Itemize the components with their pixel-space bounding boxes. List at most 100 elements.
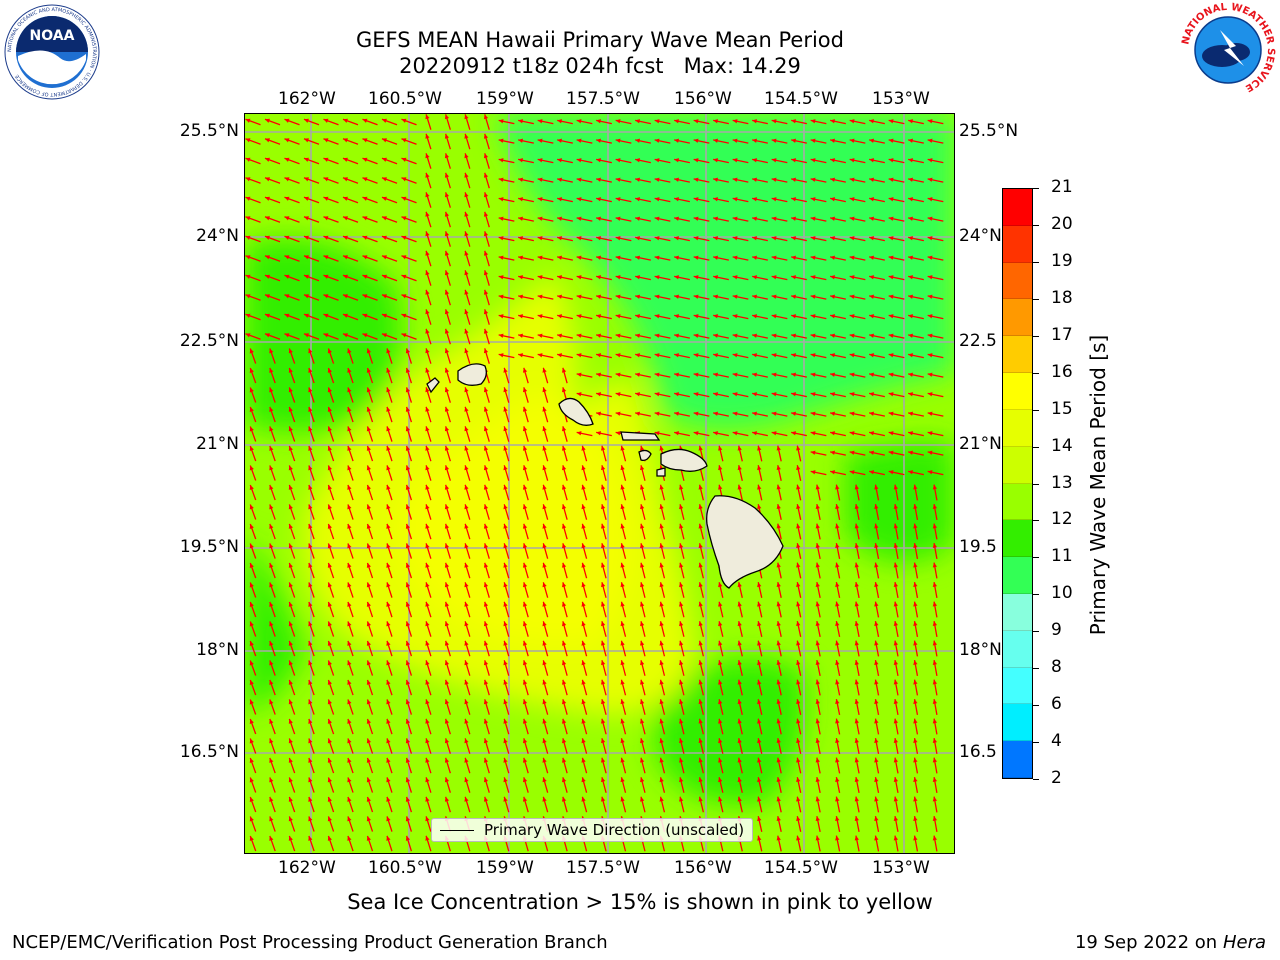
wave-arrow-head (542, 660, 547, 666)
wave-arrow-head (757, 835, 762, 841)
wave-arrow-head (791, 294, 797, 299)
colorbar-cell (1003, 483, 1032, 521)
wave-arrow-head (405, 504, 411, 510)
wave-arrow-head (791, 138, 797, 143)
wave-arrow-head (732, 197, 738, 202)
wave-arrow-head (342, 118, 348, 123)
wave-arrow-head (425, 640, 430, 646)
wave-arrow-head (362, 216, 368, 221)
wave-arrow-head (757, 660, 762, 666)
wave-arrow-head (483, 582, 489, 588)
wave-arrow-head (596, 177, 602, 182)
wave-arrow-head (674, 275, 680, 280)
wave-arrow-head (830, 216, 836, 221)
wave-arrow-head (425, 582, 430, 588)
wave-arrow-head (464, 757, 469, 763)
wave-arrow-head (752, 197, 758, 202)
wave-arrow-head (444, 211, 450, 217)
lat-label-left: 25.5°N (179, 121, 239, 141)
wave-arrow-head (464, 172, 469, 178)
wave-arrow-head (386, 367, 391, 373)
wave-arrow-head (908, 392, 914, 397)
wave-arrow-head (893, 835, 898, 841)
wave-arrow-head (366, 367, 371, 373)
wave-arrow-head (444, 348, 450, 354)
wave-arrow-head (249, 504, 254, 510)
wave-arrow-head (245, 235, 251, 240)
wave-arrow-head (483, 309, 489, 315)
wave-arrow-head (425, 660, 430, 666)
wave-arrow-head (576, 177, 582, 182)
wave-arrow-head (908, 255, 914, 260)
wave-arrow-head (581, 562, 586, 568)
wave-arrow-head (888, 431, 894, 436)
wave-arrow-head (576, 314, 582, 319)
wave-arrow-head (503, 562, 508, 568)
wave-arrow-head (386, 562, 391, 568)
wave-arrow-head (752, 353, 758, 358)
lon-label-top: 154.5°W (764, 89, 838, 109)
wave-arrow-head (425, 133, 430, 139)
wave-arrow-head (464, 114, 469, 120)
wave-arrow-head (464, 543, 469, 549)
wave-arrow-head (561, 387, 567, 393)
colorbar-tick-mark (1033, 261, 1039, 263)
colorbar-tick-mark (1033, 446, 1039, 448)
wave-arrow-head (693, 216, 699, 221)
wave-arrow-head (249, 562, 254, 568)
wave-arrow-head (503, 367, 508, 373)
wave-arrow-head (483, 523, 489, 529)
wave-arrow-head (679, 523, 684, 529)
wave-arrow-head (444, 543, 450, 549)
wave-arrow-head (464, 738, 469, 744)
wave-arrow-head (640, 484, 645, 490)
wave-arrow-head (381, 196, 387, 201)
wave-arrow-head (405, 562, 411, 568)
wave-arrow-head (464, 465, 469, 471)
wave-arrow-head (830, 236, 836, 241)
wave-arrow-head (425, 543, 430, 549)
wave-arrow-head (620, 601, 625, 607)
colorbar-cell (1003, 299, 1032, 337)
wave-arrow-head (264, 118, 270, 123)
wave-arrow-head (483, 543, 489, 549)
wave-arrow-head (718, 465, 723, 471)
wave-arrow-head (927, 431, 933, 436)
wave-arrow-head (615, 138, 621, 143)
wave-arrow-head (796, 835, 801, 841)
wave-arrow-head (576, 294, 582, 299)
wave-arrow-head (327, 484, 332, 490)
wave-arrow-head (327, 796, 332, 802)
wave-arrow-head (464, 484, 469, 490)
wave-arrow-head (362, 235, 368, 240)
island-kahoolawe (656, 467, 666, 477)
island-hawaii (706, 495, 784, 589)
wave-arrow-head (698, 562, 703, 568)
wave-arrow-head (542, 796, 547, 802)
wave-arrow-head (679, 504, 684, 510)
wave-arrow-head (913, 621, 918, 626)
wave-arrow-head (679, 484, 684, 490)
wave-arrow-head (796, 504, 801, 510)
wave-arrow-head (557, 197, 563, 202)
wave-arrow-head (796, 562, 801, 568)
wave-arrow-head (693, 392, 699, 397)
wave-arrow-head (522, 543, 528, 549)
wave-arrow-head (498, 236, 504, 241)
wave-arrow-head (308, 348, 313, 354)
wave-arrow-head (854, 777, 859, 782)
wave-arrow-head (483, 387, 489, 393)
wave-arrow-head (483, 153, 489, 159)
wave-arrow-head (327, 465, 332, 471)
wave-arrow-head (425, 289, 430, 295)
wave-arrow-head (542, 484, 547, 490)
wave-arrow-head (640, 699, 645, 705)
wave-arrow-head (640, 504, 645, 510)
wave-arrow-head (366, 777, 371, 783)
wave-arrow-head (796, 601, 801, 607)
wave-arrow-head (249, 582, 254, 588)
wave-arrow-head (659, 523, 664, 529)
wave-arrow-head (347, 640, 352, 646)
wave-arrow-head (288, 562, 293, 568)
wave-arrow-head (659, 757, 664, 763)
